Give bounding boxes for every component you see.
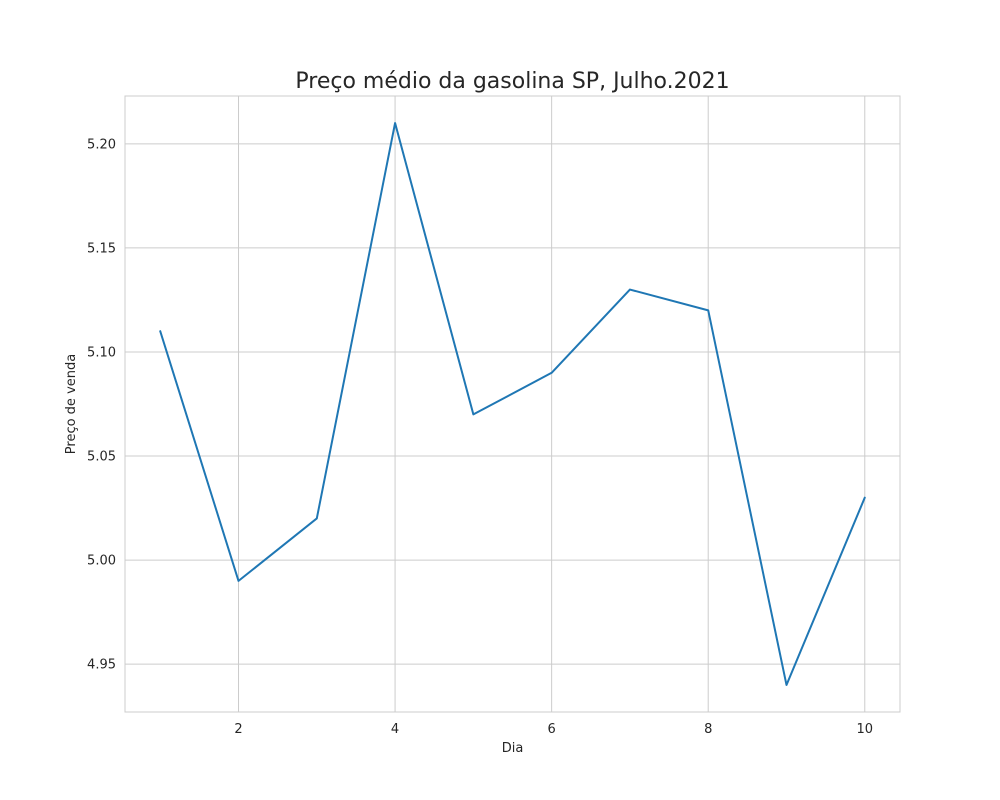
x-tick-label: 6: [548, 722, 556, 737]
grid-layer: [125, 96, 900, 712]
x-axis-label: Dia: [502, 741, 524, 756]
y-tick-label: 5.00: [87, 554, 116, 569]
y-axis-label: Preço de venda: [64, 354, 79, 454]
y-tick-label: 4.95: [87, 658, 116, 673]
y-tick-label: 5.20: [87, 137, 116, 152]
y-tick-label: 5.05: [87, 450, 116, 465]
x-tick-label: 8: [704, 722, 712, 737]
y-tick-label: 5.15: [87, 241, 116, 256]
series-layer: [159, 122, 866, 686]
plot-frame: [124, 95, 901, 713]
series-line: [159, 122, 866, 686]
chart-title: Preço médio da gasolina SP, Julho.2021: [295, 69, 729, 94]
tick-layer: 2 4 6 8 10 4.95 5.00 5.05 5.10 5.15 5.20: [87, 137, 873, 737]
x-tick-label: 2: [234, 722, 242, 737]
x-tick-label: 10: [856, 722, 873, 737]
x-tick-label: 4: [391, 722, 399, 737]
y-tick-label: 5.10: [87, 345, 116, 360]
